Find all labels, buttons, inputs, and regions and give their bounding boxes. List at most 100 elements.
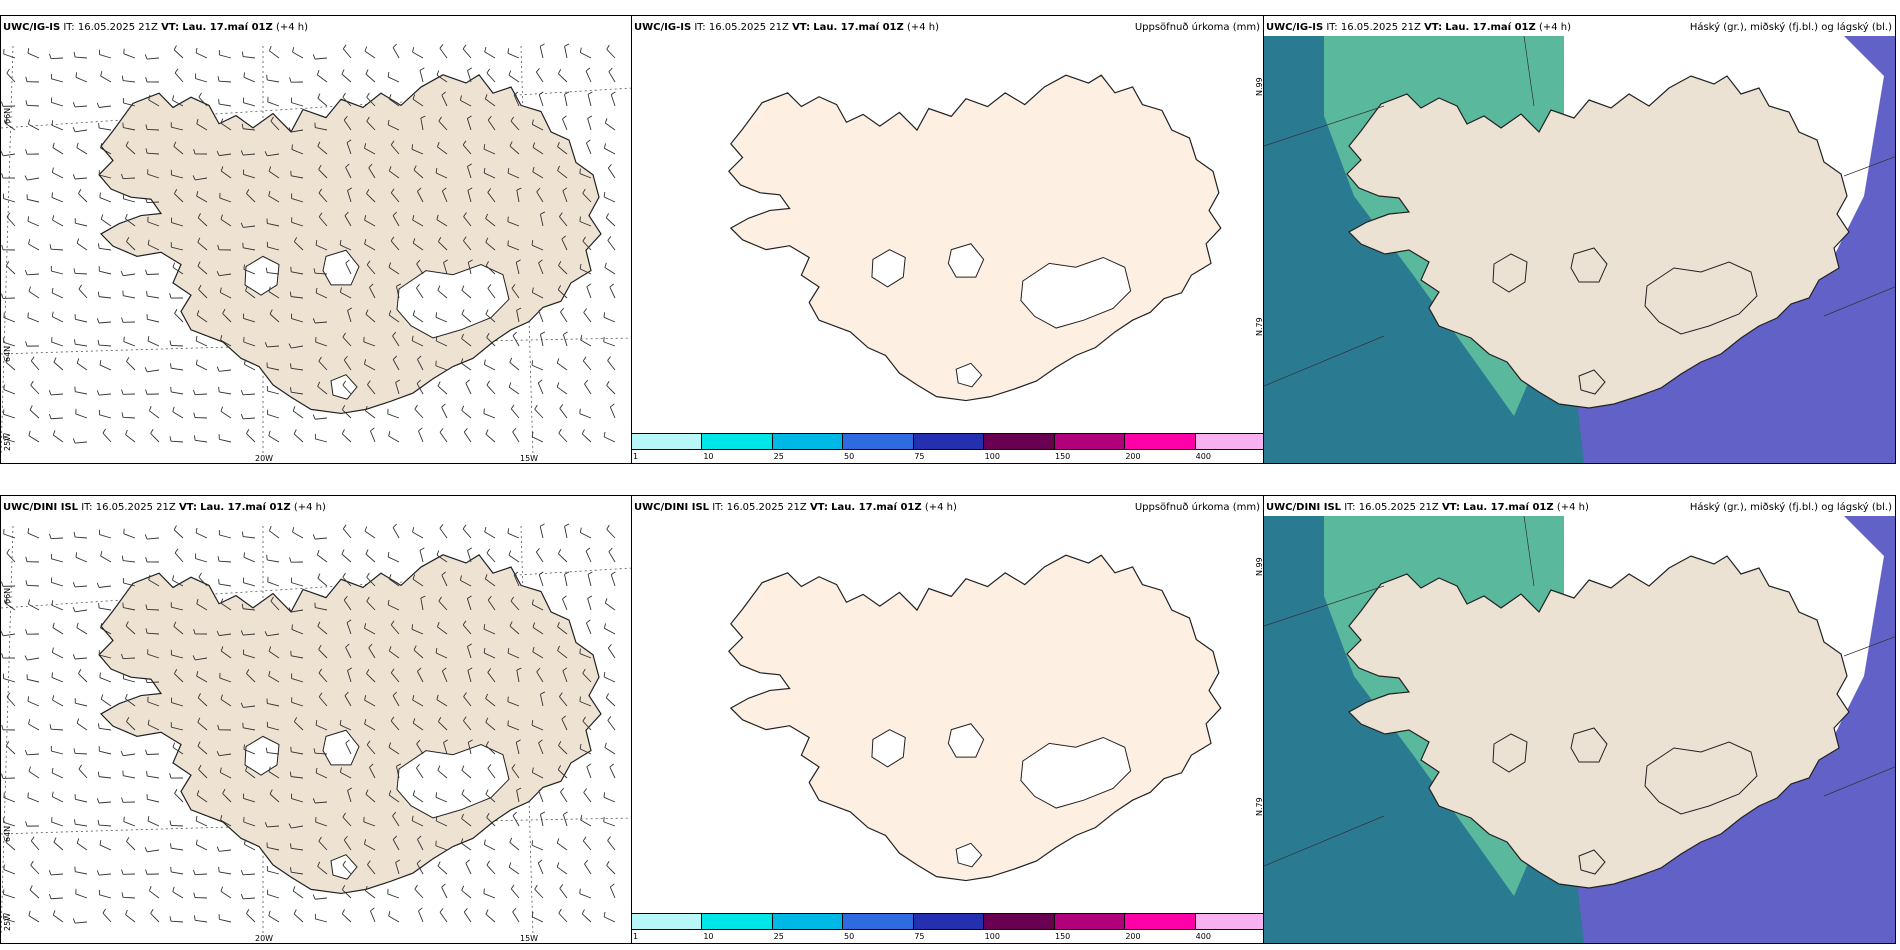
wind-barb-flag [218, 866, 220, 873]
wind-barb [366, 600, 376, 611]
wind-barb-flag [72, 174, 76, 180]
wind-barb-flag [364, 719, 367, 725]
iceland-coastline [1346, 75, 1850, 409]
wind-barb-flag [559, 212, 563, 217]
cloud-map-panel-bottom: UWC/DINI ISL IT: 16.05.2025 21Z VT: Lau.… [1263, 495, 1896, 944]
wind-barb [516, 790, 520, 803]
wind-barb [318, 192, 328, 203]
wind-barb [196, 123, 208, 131]
wind-barb-flag [531, 599, 534, 605]
wind-barb [291, 609, 304, 613]
wind-barb [487, 672, 496, 683]
wind-barb-flag [516, 739, 521, 743]
wind-barb [27, 678, 40, 683]
wind-barb-flag [51, 167, 54, 173]
wind-barb-flag [193, 629, 196, 635]
wind-barb [174, 673, 184, 683]
wind-barb [483, 652, 496, 659]
wind-barb [99, 776, 112, 779]
wind-barb [435, 845, 448, 851]
wind-barb-flag [531, 767, 534, 773]
wind-barb-flag [531, 240, 534, 246]
wind-barb [219, 391, 232, 395]
wind-barb-flag [580, 815, 583, 821]
wind-barb-flag [318, 212, 323, 218]
wind-barb-flag [75, 72, 78, 78]
wind-barb [147, 775, 160, 779]
wind-barb [411, 628, 424, 635]
wind-barb-flag [439, 524, 444, 529]
wind-barb [267, 272, 280, 275]
wind-barb [78, 288, 88, 299]
wind-barb [74, 272, 88, 275]
wind-barb [460, 579, 472, 587]
panel-subtitle: Háský (gr.), miðský (fj.bl.) og lágský (… [1689, 22, 1892, 33]
panel-subtitle: Uppsöfnuð úrkoma (mm) [1134, 22, 1260, 33]
wind-barb-flag [366, 596, 370, 602]
wind-barb-flag [120, 750, 124, 756]
wind-barb-flag [608, 67, 613, 73]
wind-barb [463, 911, 472, 923]
wind-barb [146, 128, 160, 131]
wind-barb-flag [78, 764, 83, 770]
wind-barb [194, 873, 208, 876]
wind-barb-flag [531, 720, 534, 726]
wind-barb-flag [147, 816, 150, 822]
wind-barb [437, 865, 448, 875]
wind-barb [222, 793, 232, 803]
wind-barb-flag [27, 696, 30, 702]
wind-barb-flag [420, 115, 426, 119]
wind-barb-flag [341, 885, 346, 890]
wind-barb-flag [220, 815, 223, 821]
wind-barb-flag [125, 141, 129, 147]
wind-barb [291, 129, 304, 133]
colorbar-swatch [1125, 434, 1196, 449]
wind-barb [510, 888, 520, 899]
wind-barb-flag [268, 670, 271, 676]
wind-barb-flag [288, 343, 292, 349]
wind-barb [318, 840, 328, 851]
wind-barb-flag [121, 75, 124, 81]
wind-barb-flag [145, 77, 148, 83]
wind-barb [538, 742, 544, 755]
wind-barb [586, 286, 592, 299]
wind-barb [291, 149, 304, 155]
wind-barb [416, 263, 424, 275]
wind-barb [243, 556, 256, 563]
wind-barb-flag [74, 339, 76, 345]
wind-barb-flag [538, 787, 543, 792]
wind-barb [486, 817, 496, 827]
wind-barb [564, 574, 568, 587]
wind-barb [441, 670, 448, 683]
wind-barb [580, 532, 592, 539]
wind-barb [318, 672, 328, 683]
wind-barb [268, 291, 280, 299]
wind-barb [243, 536, 256, 539]
wind-barb [586, 766, 592, 779]
wind-barb-flag [441, 883, 446, 888]
colorbar-tick-label: 1 [633, 452, 639, 461]
wind-barb-flag [74, 819, 76, 825]
wind-barb [243, 225, 256, 228]
wind-barb-flag [418, 907, 423, 912]
cloud-map [1264, 35, 1895, 463]
wind-barb-flag [439, 428, 444, 433]
wind-barb [267, 703, 280, 707]
lon-label-15w: 15W [520, 934, 539, 943]
wind-barb-flag [604, 118, 608, 124]
wind-barb-flag [52, 910, 56, 916]
wind-barb-flag [264, 822, 268, 828]
wind-barb [270, 120, 280, 131]
wind-barb [466, 598, 472, 611]
wind-barb-flag [1, 631, 4, 636]
wind-barb-flag [512, 811, 517, 816]
wind-barb-flag [289, 77, 292, 83]
wind-barb [29, 409, 40, 419]
wind-barb-flag [220, 214, 223, 220]
wind-barb [317, 625, 328, 635]
wind-barb-flag [365, 885, 368, 891]
wind-barb [486, 864, 496, 875]
wind-barb-flag [531, 431, 534, 437]
wind-barb [364, 530, 376, 539]
wind-barb-flag [24, 655, 28, 661]
